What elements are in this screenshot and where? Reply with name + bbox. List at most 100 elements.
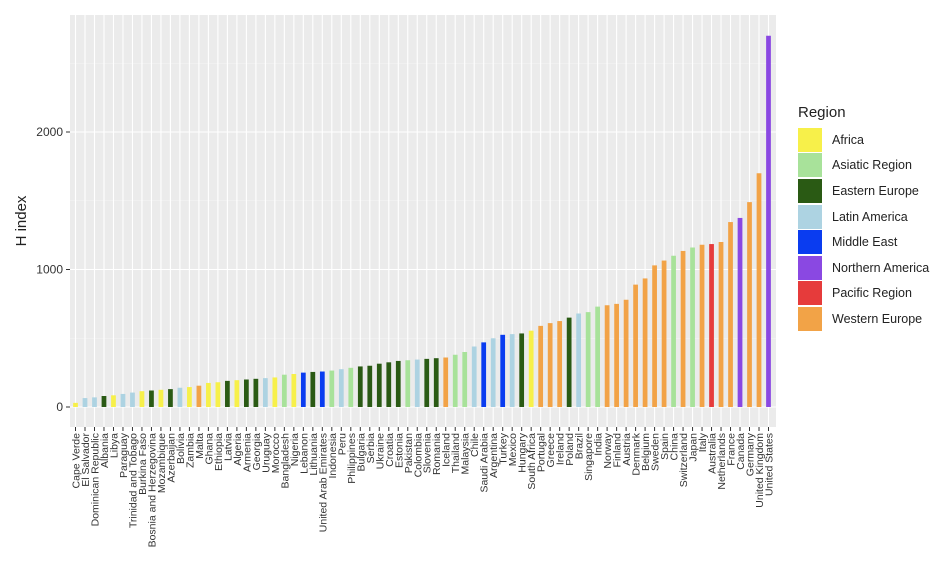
bar: [329, 370, 335, 407]
legend-swatch: [798, 153, 822, 178]
x-tick-label: Saudi Arabia: [479, 433, 491, 493]
y-axis: 0 1000 2000: [36, 125, 70, 414]
bar: [310, 371, 316, 407]
x-tick-label: Mexico: [507, 433, 519, 466]
x-tick-label: United States: [764, 433, 776, 496]
x-tick-label: Latvia: [222, 433, 234, 461]
x-tick-label: Sweden: [650, 433, 662, 471]
x-tick-label: Cape Verde: [71, 433, 83, 489]
x-tick-label: Paraguay: [118, 432, 130, 478]
bar: [528, 330, 534, 407]
legend-label: Northern America: [832, 260, 930, 275]
bar: [756, 173, 762, 407]
bar: [187, 387, 192, 407]
x-tick-label: Switzerland: [678, 433, 690, 487]
grid-lines: [70, 15, 776, 427]
bar: [348, 367, 354, 407]
x-tick-label: Mozambique: [156, 433, 168, 493]
y-tick-label: 0: [56, 400, 63, 414]
bar: [338, 369, 344, 407]
bar: [139, 391, 145, 407]
legend: Region Africa Asiatic Region Eastern Europ…: [798, 104, 929, 332]
bar: [500, 334, 506, 407]
bar: [709, 244, 714, 407]
x-tick-label: Albania: [99, 433, 111, 468]
bar: [319, 371, 325, 407]
legend-title: Region: [798, 104, 846, 121]
x-tick-label: Canada: [735, 433, 747, 470]
bar: [728, 222, 733, 407]
x-tick-label: Italy: [697, 432, 709, 452]
bar: [452, 354, 458, 407]
bar: [433, 358, 439, 407]
x-tick-label: United Kingdom: [754, 433, 766, 508]
bar: [92, 397, 97, 407]
plot-panel: [70, 15, 776, 427]
bar: [680, 250, 686, 407]
legend-item: Pacific Region: [798, 281, 929, 307]
x-tick-label: Denmark: [631, 432, 643, 475]
bar: [462, 352, 468, 407]
bar: [443, 357, 449, 407]
x-tick-label: United Arab Emirates: [317, 433, 329, 532]
legend-swatch: [798, 127, 822, 152]
x-tick-label: Zambia: [184, 433, 196, 468]
x-tick-label: Estonia: [393, 433, 405, 468]
x-tick-label: Slovenia: [422, 433, 434, 473]
x-tick-label: Peru: [336, 433, 348, 455]
x-tick-label: Indonesia: [327, 433, 339, 479]
legend-item: Latin America: [798, 204, 929, 230]
x-tick-label: Lithuania: [308, 433, 320, 476]
bar: [557, 321, 563, 407]
bar: [414, 359, 420, 407]
bar: [196, 385, 202, 407]
bar: [405, 360, 411, 407]
x-tick-label: Ethiopia: [213, 433, 225, 471]
x-tick-label: Algeria: [232, 433, 244, 466]
x-tick-label: Burkina Faso: [137, 433, 149, 495]
x-tick-label: Finland: [612, 433, 624, 468]
legend-items: Africa Asiatic Region Eastern Europe Latin …: [798, 127, 929, 332]
bar: [576, 313, 582, 407]
bar: [177, 387, 183, 407]
bar: [471, 346, 477, 407]
bars: [73, 35, 771, 407]
bar: [566, 317, 572, 407]
x-tick-label: Thailand: [450, 433, 462, 473]
x-tick-label: Belgium: [640, 433, 652, 471]
bar: [737, 217, 743, 407]
x-tick-label: Australia: [707, 433, 719, 474]
bar: [671, 255, 676, 407]
bar: [623, 299, 629, 407]
bar: [253, 378, 259, 407]
legend-swatch: [798, 255, 822, 280]
x-tick-label: Bangladesh: [279, 433, 291, 489]
bar: [262, 378, 268, 407]
bar: [604, 305, 610, 407]
bar: [747, 202, 752, 407]
bar: [101, 396, 107, 407]
x-tick-label: Portugal: [536, 433, 548, 472]
x-tick-label: Hungary: [517, 432, 529, 472]
x-tick-label: Malaysia: [460, 433, 472, 475]
x-tick-label: Norway: [602, 432, 614, 468]
bar: [481, 342, 487, 407]
legend-label: Latin America: [832, 209, 908, 224]
bar: [690, 247, 695, 407]
bar: [300, 372, 306, 407]
bar: [244, 379, 249, 407]
bar: [130, 392, 135, 407]
bar: [73, 402, 78, 407]
x-tick-label: Ghana: [203, 433, 215, 465]
bar: [718, 242, 724, 407]
bar: [234, 380, 240, 407]
bar: [614, 303, 619, 407]
legend-item: Western Europe: [798, 306, 929, 332]
bar: [281, 374, 287, 407]
bar: [395, 360, 401, 407]
x-tick-label: Romania: [431, 433, 443, 475]
legend-label: Western Europe: [832, 311, 923, 326]
x-tick-label: India: [593, 433, 605, 456]
x-tick-label: Pakistan: [403, 433, 415, 473]
bar: [424, 358, 430, 407]
